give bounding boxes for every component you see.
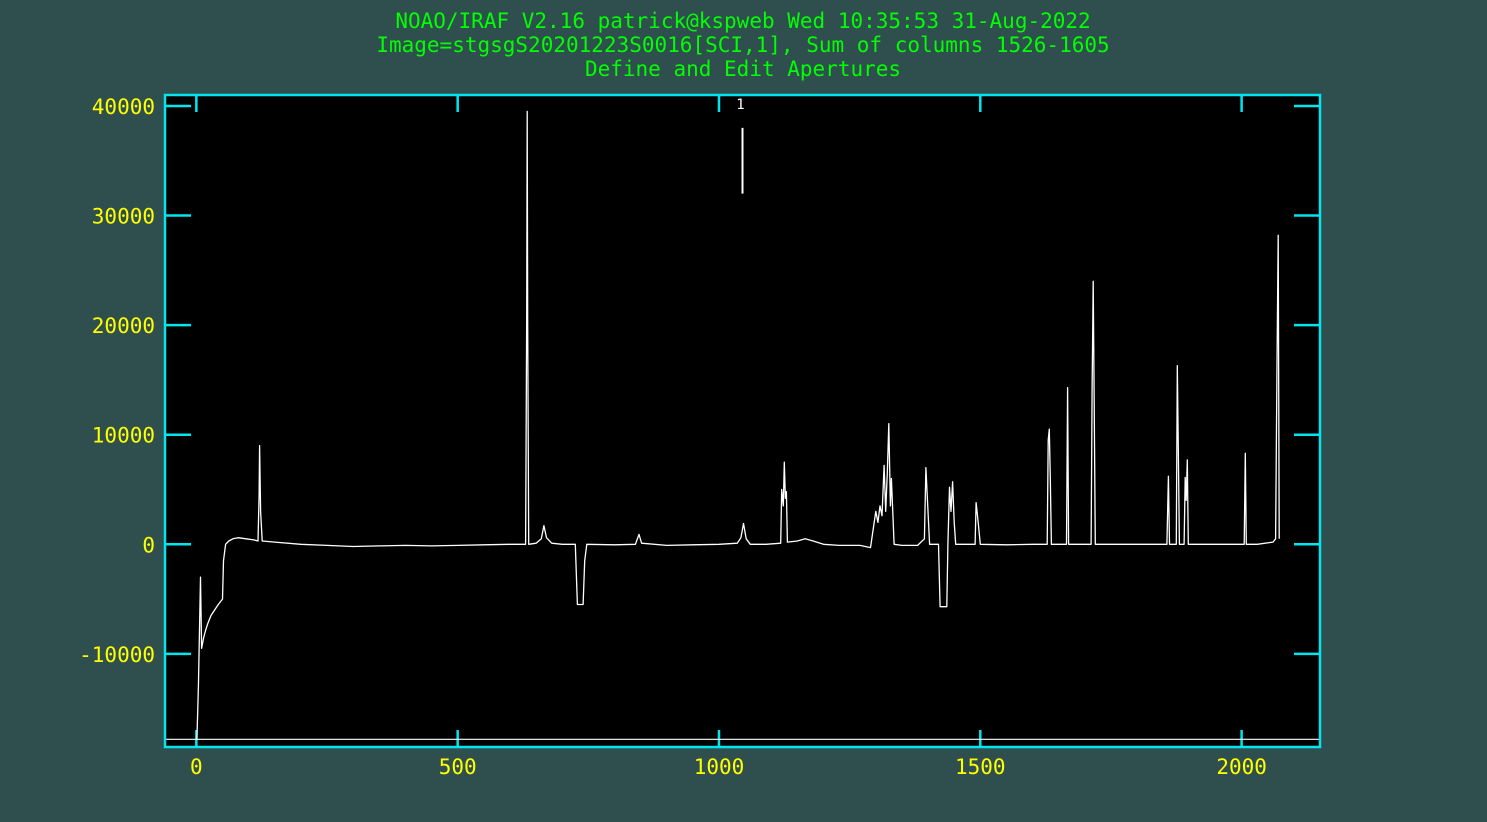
data-series-line — [196, 110, 1280, 740]
plot-area[interactable] — [165, 95, 1320, 747]
y-tick-label: 40000 — [92, 95, 155, 119]
marks-layer: 0 500 1000 1500 2000 -10000 0 10000 20000 30000 40… — [79, 95, 1320, 779]
axes-frame — [163, 93, 1322, 749]
y-tick-label: 10000 — [92, 424, 155, 448]
x-tick-label: 500 — [439, 755, 477, 779]
y-tick-label: 0 — [142, 533, 155, 557]
plot-header-system-line: NOAO/IRAF V2.16 patrick@kspweb Wed 10:35… — [395, 9, 1090, 33]
y-tick-label: -10000 — [79, 643, 155, 667]
x-tick-label: 0 — [190, 755, 203, 779]
x-tick-label: 1000 — [694, 755, 745, 779]
y-tick-label: 20000 — [92, 314, 155, 338]
x-tick-label: 2000 — [1216, 755, 1267, 779]
y-tick-label: 30000 — [92, 205, 155, 229]
plot-title: Define and Edit Apertures — [585, 57, 901, 81]
plot-header-image-line: Image=stgsgS20201223S0016[SCI,1], Sum of… — [376, 33, 1109, 57]
aperture-label: 1 — [736, 97, 744, 113]
x-tick-label: 1500 — [955, 755, 1006, 779]
